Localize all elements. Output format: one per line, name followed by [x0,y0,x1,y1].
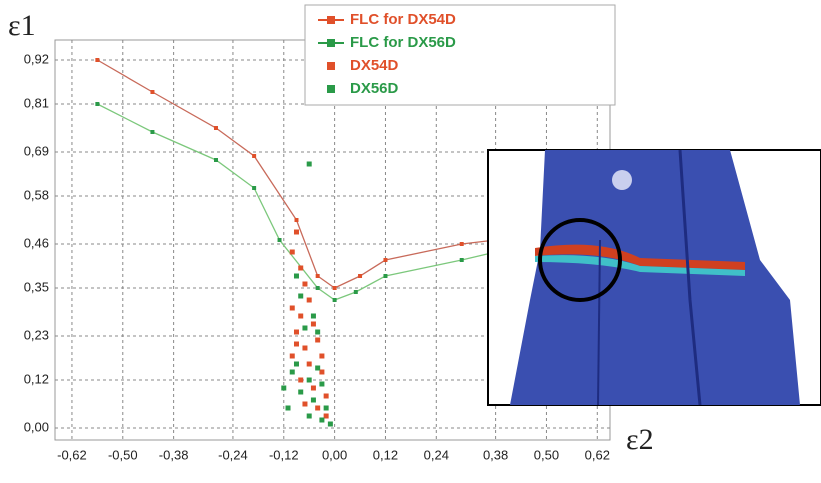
y-tick-label: 0,23 [24,327,49,342]
scatter-point [298,390,303,395]
scatter-point [298,294,303,299]
scatter-point [311,398,316,403]
inset-image [488,150,821,405]
legend-marker [327,39,335,47]
scatter-point [290,370,295,375]
flc-marker [95,58,99,62]
legend-label: DX56D [350,80,399,97]
scatter-point [302,282,307,287]
scatter-point [319,354,324,359]
scatter-point [311,314,316,319]
y-axis-label: ε1 [8,9,36,42]
legend-marker [327,16,335,24]
x-tick-label: 0,00 [322,447,347,462]
scatter-point [324,406,329,411]
scatter-point [311,322,316,327]
flc-marker [460,258,464,262]
flc-marker [214,158,218,162]
scatter-point [294,362,299,367]
scatter-point [298,378,303,383]
flc-marker [460,242,464,246]
scatter-point [315,406,320,411]
legend-marker [327,62,335,70]
y-tick-label: 0,69 [24,143,49,158]
scatter-point [311,386,316,391]
y-tick-label: 0,12 [24,371,49,386]
x-tick-label: -0,62 [57,447,87,462]
scatter-point [328,422,333,427]
flc-marker [278,238,282,242]
x-tick-label: -0,12 [269,447,299,462]
flc-marker [214,126,218,130]
scatter-point [315,366,320,371]
scatter-point [302,402,307,407]
flc-marker [383,258,387,262]
scatter-point [281,386,286,391]
flc-marker [316,286,320,290]
flc-marker [150,130,154,134]
x-tick-label: -0,24 [218,447,248,462]
scatter-point [286,406,291,411]
legend-label: DX54D [350,57,399,74]
x-tick-label: 0,50 [534,447,559,462]
scatter-point [307,298,312,303]
flc-marker [358,274,362,278]
scatter-point [294,330,299,335]
chart: ε1 ε2 -0,62 -0,50 -0,38 -0,24 -0,12 0,00 0,12 0… [0,0,821,478]
flc-marker [294,218,298,222]
flc-marker [354,290,358,294]
flc-marker [252,186,256,190]
scatter-point [324,394,329,399]
scatter-point [298,266,303,271]
scatter-point [315,330,320,335]
scatter-point [307,414,312,419]
y-tick-label: 0,58 [24,187,49,202]
scatter-point [302,346,307,351]
flc-marker [95,102,99,106]
legend-label: FLC for DX54D [350,11,456,28]
x-tick-label: 0,38 [483,447,508,462]
scatter-point [302,326,307,331]
y-tick-label: 0,46 [24,235,49,250]
scatter-point [307,362,312,367]
x-tick-label: 0,24 [424,447,449,462]
x-tick-label: 0,12 [373,447,398,462]
scatter-point [315,338,320,343]
y-tick-label: 0,00 [24,419,49,434]
flc-marker [333,298,337,302]
x-tick-label: 0,62 [585,447,610,462]
flc-marker [333,286,337,290]
flc-marker [252,154,256,158]
scatter-point [319,382,324,387]
legend-marker [327,85,335,93]
y-tick-label: 0,81 [24,95,49,110]
scatter-point [290,250,295,255]
scatter-point [290,354,295,359]
flc-marker [150,90,154,94]
page: ε1 ε2 -0,62 -0,50 -0,38 -0,24 -0,12 0,00 0,12 0… [0,0,821,483]
scatter-point [294,230,299,235]
scatter-point [319,418,324,423]
flc-marker [383,274,387,278]
legend-label: FLC for DX56D [350,34,456,51]
y-tick-label: 0,35 [24,279,49,294]
x-axis-label: ε2 [626,423,654,456]
scatter-point [294,274,299,279]
flc-marker [316,274,320,278]
scatter-point [307,162,312,167]
y-tick-label: 0,92 [24,51,49,66]
scatter-point [290,306,295,311]
scatter-point [307,378,312,383]
scatter-point [294,342,299,347]
x-tick-label: -0,50 [108,447,138,462]
x-tick-label: -0,38 [159,447,189,462]
scatter-point [298,314,303,319]
